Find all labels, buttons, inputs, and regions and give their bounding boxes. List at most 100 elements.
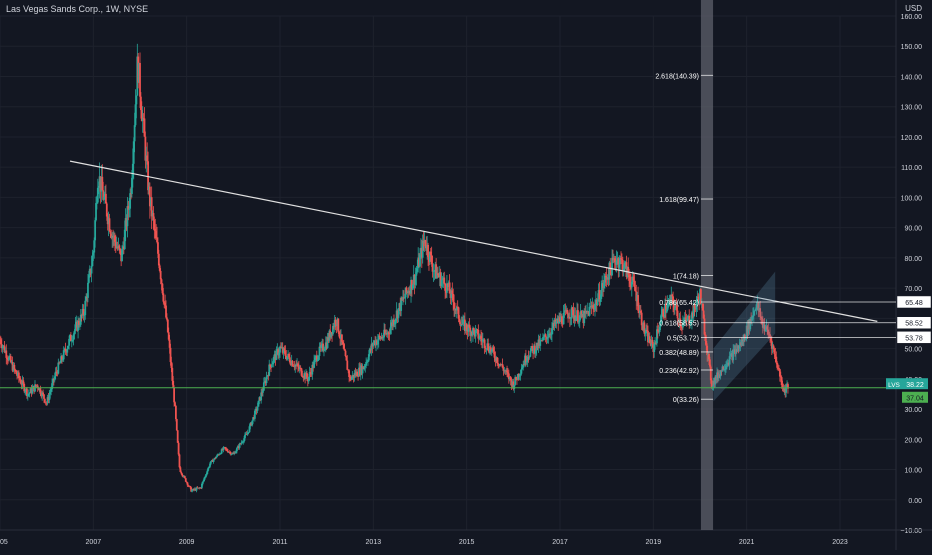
candle-body: [343, 348, 346, 351]
candle-body: [257, 400, 260, 407]
candle-body: [769, 337, 772, 341]
candle-body: [301, 375, 304, 377]
candle-body: [61, 359, 64, 361]
candle-body: [633, 280, 636, 288]
candle-body: [101, 176, 104, 191]
candle-body: [710, 380, 713, 388]
candle-body: [683, 317, 686, 322]
candle-body: [323, 349, 326, 351]
candle-body: [524, 355, 527, 363]
candle-body: [476, 329, 479, 331]
candle-body: [135, 95, 138, 105]
candle-body: [176, 430, 179, 443]
candle-body: [94, 220, 97, 241]
trendline: [69, 160, 878, 322]
symbol-tag: [886, 378, 902, 390]
candle-body: [173, 388, 176, 403]
candle-body: [71, 339, 74, 341]
candle-body: [621, 260, 624, 272]
candle-body: [105, 203, 108, 217]
candle-body: [203, 477, 206, 480]
candle-body: [530, 346, 533, 351]
candle-body: [121, 248, 123, 262]
candle-body: [279, 347, 282, 348]
candle-body: [492, 347, 495, 352]
candle-body: [370, 343, 373, 351]
candle-body: [123, 229, 126, 250]
candle-body: [714, 376, 717, 385]
candle-body: [300, 368, 303, 376]
candle-body: [73, 330, 76, 335]
candle-body: [103, 196, 106, 200]
candle-body: [69, 334, 72, 342]
candle-body: [272, 356, 275, 363]
y-tick-label: 20.00: [904, 437, 922, 444]
candle-body: [439, 272, 442, 287]
candle-body: [382, 337, 385, 339]
candle-body: [719, 370, 722, 377]
rising-channel: [713, 271, 776, 402]
candle-body: [39, 388, 42, 394]
candle-body: [256, 406, 259, 411]
candle-body: [288, 357, 291, 363]
candle-body: [689, 324, 692, 325]
candle-body: [323, 350, 325, 352]
candle-body: [703, 318, 706, 335]
candle-body: [218, 454, 220, 456]
fib-level-label: 0.618(58.55): [659, 321, 699, 328]
candle-body: [13, 364, 16, 370]
candle-body: [489, 347, 492, 352]
candle-body: [245, 433, 248, 435]
candle-body: [48, 394, 51, 401]
candle-body: [684, 317, 687, 320]
candle-body: [623, 262, 626, 269]
fib-level-label: 1.618(99.47): [659, 197, 699, 204]
candle-body: [514, 377, 517, 385]
candle-body: [286, 356, 289, 360]
candle-body: [174, 402, 176, 406]
candle-body: [394, 318, 397, 322]
candle-body: [126, 206, 129, 227]
candle-body: [248, 426, 251, 433]
candle-body: [760, 316, 762, 319]
candle-body: [621, 259, 623, 261]
candle-body: [502, 367, 505, 371]
candle-body: [165, 305, 167, 318]
candle-body: [104, 193, 107, 204]
candle-body: [387, 332, 390, 334]
candle-body: [701, 303, 704, 311]
candle-body: [46, 397, 49, 404]
candle-body: [102, 190, 105, 200]
candle-body: [172, 380, 175, 389]
candle-body: [774, 354, 777, 357]
candle-body: [389, 327, 392, 334]
candle-body: [95, 203, 97, 221]
candle-body: [207, 467, 210, 471]
candle-body: [695, 303, 698, 310]
candle-body: [453, 302, 456, 310]
candle-body: [639, 311, 642, 313]
candle-body: [600, 289, 603, 299]
candle-body: [361, 366, 364, 374]
candle-body: [704, 334, 707, 342]
candle-body: [419, 254, 421, 267]
candle-body: [632, 276, 635, 281]
candle-body: [295, 364, 298, 366]
candle-body: [437, 273, 439, 276]
candle-body: [18, 378, 21, 381]
candle-body: [184, 478, 187, 482]
candle-body: [230, 454, 233, 455]
symbol-label: LVS: [888, 382, 900, 389]
candle-body: [662, 309, 665, 317]
candle-body: [344, 350, 347, 357]
candle-body: [129, 193, 132, 209]
candle-body: [216, 454, 219, 457]
candle-body: [297, 363, 299, 367]
candle-body: [318, 346, 321, 356]
candle-body: [441, 279, 444, 281]
candle-body: [190, 487, 193, 492]
candle-body: [164, 302, 167, 306]
candle-body: [92, 252, 95, 256]
